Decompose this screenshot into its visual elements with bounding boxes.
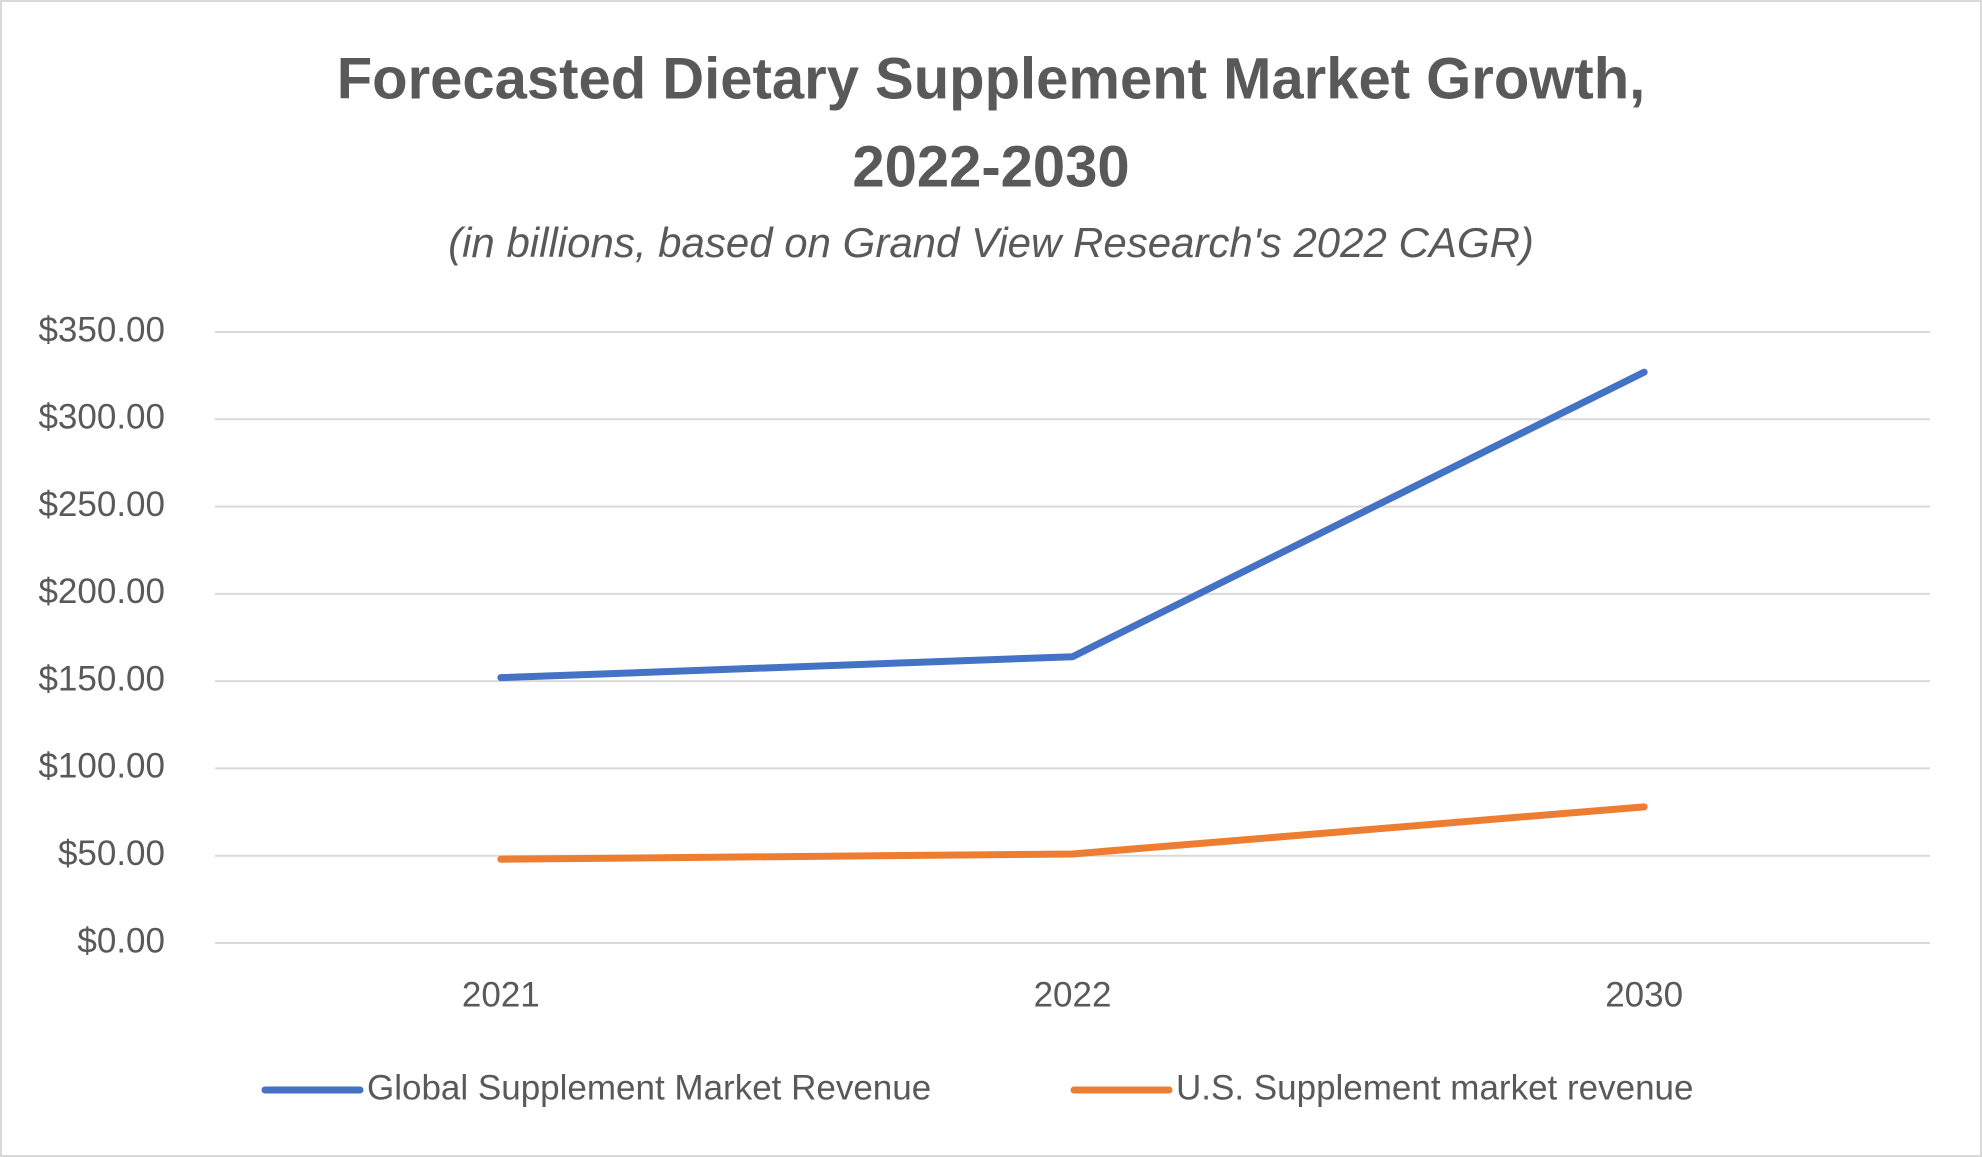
y-tick-label: $50.00 <box>58 834 165 873</box>
chart-title: 2022-2030 <box>852 134 1129 199</box>
chart-subtitle: (in billions, based on Grand View Resear… <box>448 219 1534 266</box>
data-line <box>497 803 1648 863</box>
data-line <box>497 368 1648 682</box>
chart-title: Forecasted Dietary Supplement Market Gro… <box>337 46 1646 111</box>
y-tick-label: $350.00 <box>38 310 165 349</box>
y-tick-label: $150.00 <box>38 659 165 698</box>
x-tick-label: 2022 <box>1034 975 1112 1014</box>
y-tick-label: $300.00 <box>38 398 165 437</box>
x-tick-label: 2030 <box>1605 975 1683 1014</box>
legend-label: U.S. Supplement market revenue <box>1176 1068 1693 1107</box>
y-tick-label: $100.00 <box>38 747 165 786</box>
y-tick-label: $200.00 <box>38 572 165 611</box>
legend-label: Global Supplement Market Revenue <box>367 1068 931 1107</box>
y-tick-label: $0.00 <box>77 921 165 960</box>
x-tick-label: 2021 <box>462 975 540 1014</box>
y-tick-label: $250.00 <box>38 485 165 524</box>
